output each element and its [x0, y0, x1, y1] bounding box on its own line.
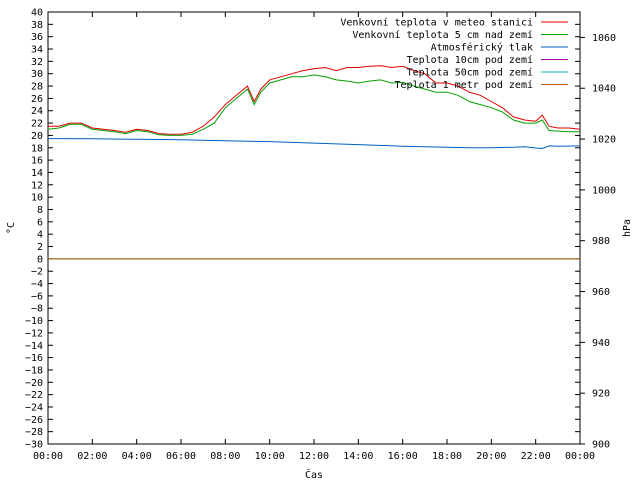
y-left-tick-label: 34 [31, 45, 43, 56]
y-right-tick-label: 1000 [592, 185, 616, 196]
y-left-tick-label: −8 [31, 304, 43, 315]
x-tick-label: 16:00 [388, 451, 418, 462]
legend: Venkovní teplota v meteo staniciVenkovní… [340, 17, 568, 91]
x-tick-label: 22:00 [521, 451, 551, 462]
y-left-tick-label: −18 [25, 365, 43, 376]
x-tick-label: 00:00 [565, 451, 595, 462]
y-right-tick-label: 980 [592, 236, 610, 247]
y-axis-left: 4038363432302826242220181614121086420−2−… [25, 8, 580, 451]
y-axis-left-label: °C [6, 222, 17, 234]
y-left-tick-label: 14 [31, 168, 43, 179]
y-left-tick-label: 36 [31, 32, 43, 43]
series-line-venkovni-teplota-v-meteo-stanici [48, 65, 581, 135]
y-left-tick-label: −20 [25, 378, 43, 389]
y-left-tick-label: 24 [31, 106, 43, 117]
series-line-venkovni-teplota-5-cm-nad-zemi [47, 74, 580, 136]
y-left-tick-label: 26 [31, 94, 43, 105]
y-left-tick-label: −26 [25, 415, 43, 426]
y-left-tick-label: −14 [25, 341, 43, 352]
y-left-tick-label: −10 [25, 316, 43, 327]
legend-label: Teplota 50cm pod zemí [407, 67, 533, 79]
series-layer [47, 65, 581, 260]
y-left-tick-label: 40 [31, 8, 43, 19]
y-left-tick-label: 0 [37, 254, 43, 265]
y-left-tick-label: 8 [37, 205, 43, 216]
x-tick-label: 06:00 [166, 451, 196, 462]
y-right-tick-label: 1020 [592, 135, 616, 146]
y-left-tick-label: 38 [31, 20, 43, 31]
x-tick-label: 20:00 [476, 451, 506, 462]
x-tick-label: 10:00 [255, 451, 285, 462]
y-left-tick-label: 30 [31, 69, 43, 80]
y-left-tick-label: −16 [25, 353, 43, 364]
y-right-tick-label: 900 [592, 440, 610, 451]
x-tick-label: 04:00 [122, 451, 152, 462]
series-line-atmosfericky-tlak [47, 138, 581, 150]
x-tick-label: 18:00 [432, 451, 462, 462]
x-axis: 00:00 02:00 04:00 06:00 08:00 10:00 12:00 14:00… [33, 12, 595, 462]
y-axis-right-label: hPa [622, 219, 633, 237]
y-left-tick-label: 20 [31, 131, 43, 142]
y-left-tick-label: 18 [31, 143, 43, 154]
y-left-tick-label: 2 [37, 242, 43, 253]
y-left-tick-label: 12 [31, 180, 43, 191]
y-right-tick-label: 1060 [592, 33, 616, 44]
y-left-tick-label: 22 [31, 119, 43, 130]
y-axis-right: 1060 1040 1020 1000 980 960 940 920 900 [580, 33, 616, 451]
y-left-tick-label: −6 [31, 291, 43, 302]
x-tick-label: 00:00 [33, 451, 63, 462]
y-left-tick-label: −22 [25, 390, 43, 401]
y-left-tick-label: −2 [31, 267, 43, 278]
y-left-tick-label: 4 [37, 230, 43, 241]
y-right-tick-label: 1040 [592, 84, 616, 95]
legend-label: Teplota 1 metr pod zemí [395, 79, 533, 91]
y-left-tick-label: −30 [25, 440, 43, 451]
y-left-tick-label: 32 [31, 57, 43, 68]
legend-label: Atmosférický tlak [431, 42, 533, 54]
y-left-tick-label: −12 [25, 328, 43, 339]
y-left-tick-label: 6 [37, 217, 43, 228]
x-tick-label: 12:00 [299, 451, 329, 462]
y-right-tick-label: 960 [592, 287, 610, 298]
x-tick-label: 14:00 [343, 451, 373, 462]
y-left-tick-label: 16 [31, 156, 43, 167]
y-right-tick-label: 920 [592, 389, 610, 400]
y-left-tick-label: 28 [31, 82, 43, 93]
y-right-tick-label: 940 [592, 338, 610, 349]
legend-label: Venkovní teplota 5 cm nad zemí [352, 29, 533, 41]
y-left-tick-label: −28 [25, 427, 43, 438]
x-tick-label: 02:00 [77, 451, 107, 462]
y-left-tick-label: −24 [25, 402, 43, 413]
legend-label: Teplota 10cm pod zemí [407, 54, 533, 66]
y-left-tick-label: −4 [31, 279, 43, 290]
y-left-tick-label: 10 [31, 193, 43, 204]
legend-label: Venkovní teplota v meteo stanici [340, 17, 533, 29]
x-tick-label: 08:00 [210, 451, 240, 462]
x-axis-label: Čas [305, 468, 323, 480]
